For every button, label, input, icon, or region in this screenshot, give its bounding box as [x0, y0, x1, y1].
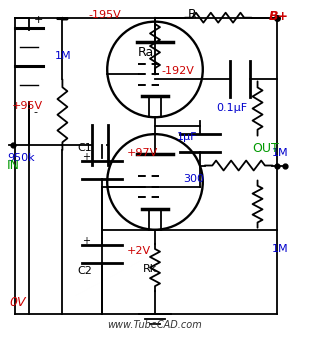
Text: +2V: +2V	[127, 246, 151, 256]
Text: 1M: 1M	[272, 148, 289, 158]
Text: 0V: 0V	[9, 296, 26, 309]
Text: Ra: Ra	[138, 46, 154, 59]
Text: C1: C1	[78, 143, 93, 153]
Text: C2: C2	[78, 266, 93, 276]
Text: B+: B+	[269, 10, 289, 23]
Text: 950k: 950k	[7, 153, 35, 163]
Text: Rk: Rk	[143, 264, 157, 274]
Text: +97V: +97V	[127, 148, 158, 158]
Text: +: +	[33, 14, 43, 25]
Text: R: R	[188, 8, 196, 21]
Text: 1M: 1M	[272, 244, 289, 254]
Text: -195V: -195V	[89, 10, 122, 20]
Text: 1M: 1M	[55, 51, 71, 61]
Text: 1μF: 1μF	[177, 132, 197, 142]
Text: IN: IN	[7, 159, 20, 172]
Text: -192V: -192V	[161, 66, 194, 76]
Text: +95V: +95V	[11, 101, 42, 112]
Text: +: +	[82, 152, 90, 162]
Text: -: -	[33, 107, 38, 117]
Text: OUT: OUT	[252, 142, 279, 155]
Text: +: +	[82, 236, 90, 246]
Text: 300: 300	[183, 174, 204, 184]
Text: 0.1μF: 0.1μF	[217, 103, 248, 113]
Text: www.TubeCAD.com: www.TubeCAD.com	[108, 319, 202, 330]
